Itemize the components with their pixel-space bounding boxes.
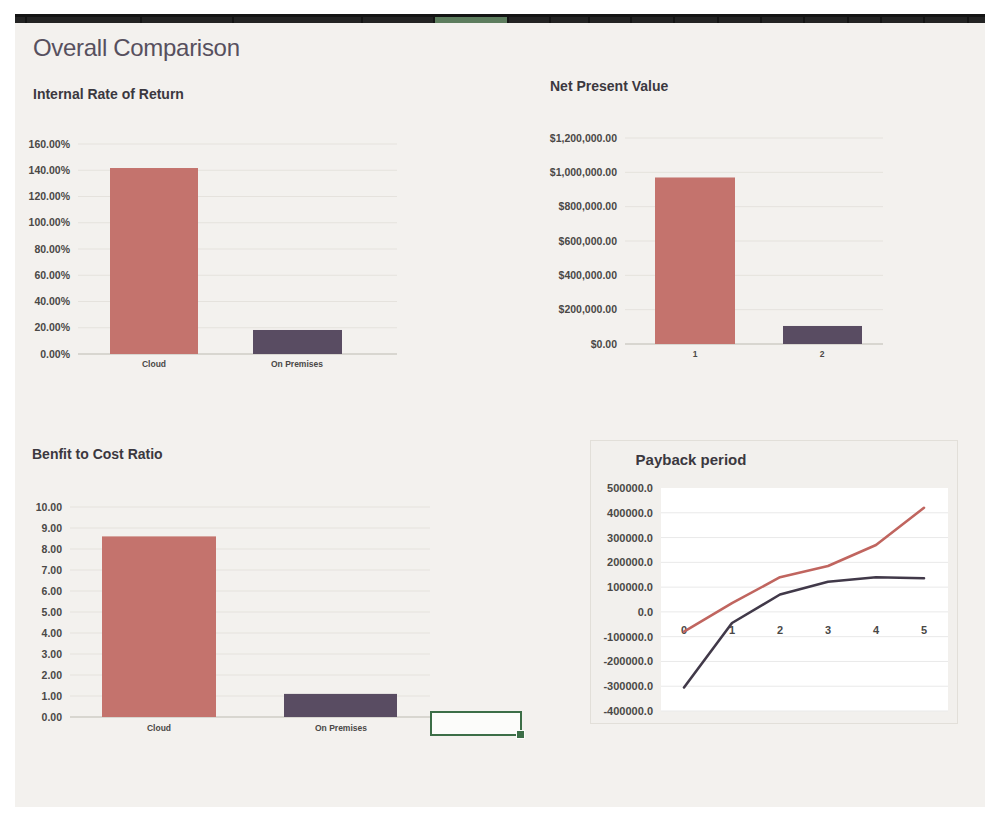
strip-cell-green[interactable] [435, 17, 507, 23]
y-axis-tick: 3.00 [42, 648, 63, 660]
y-axis-tick: $800,000.00 [559, 200, 618, 212]
y-axis-tick: -200000.0 [603, 655, 653, 667]
bcr-chart[interactable]: 10.00 9.00 8.00 7.00 6.00 5.00 4.00 3.00 2.00 1.0… [15, 465, 460, 735]
fill-handle[interactable] [516, 730, 525, 739]
strip-cell[interactable] [882, 17, 923, 23]
y-axis-tick: 8.00 [42, 543, 63, 555]
npv-chart-title: Net Present Value [550, 78, 668, 94]
strip-cell[interactable] [590, 17, 630, 23]
bar-on-premises[interactable] [284, 694, 397, 717]
strip-cell[interactable] [142, 17, 232, 23]
payback-chart-panel[interactable]: 500000.0 400000.0 300000.0 200000.0 100000.0… [590, 440, 958, 724]
y-axis-tick: 40.00% [34, 295, 70, 307]
bcr-chart-title: Benfit to Cost Ratio [32, 446, 163, 462]
y-axis-tick: $1,000,000.00 [550, 166, 617, 178]
y-axis-tick: 4.00 [42, 627, 63, 639]
bar-cloud[interactable] [110, 168, 198, 354]
strip-cell[interactable] [719, 17, 760, 23]
y-axis-tick: -300000.0 [603, 680, 653, 692]
top-row-strip [15, 14, 985, 23]
y-axis-tick: 400000.0 [607, 507, 653, 519]
strip-cell[interactable] [27, 17, 140, 23]
y-axis-tick: $200,000.00 [559, 303, 618, 315]
y-axis-tick: 0.00 [42, 711, 63, 723]
x-axis-tick: 5 [921, 624, 927, 636]
strip-cell[interactable] [632, 17, 673, 23]
category-label: Cloud [147, 723, 171, 733]
strip-cell[interactable] [551, 17, 588, 23]
strip-cell[interactable] [805, 17, 847, 23]
payback-chart[interactable]: 500000.0 400000.0 300000.0 200000.0 100000.0… [591, 441, 959, 725]
category-label: Cloud [142, 359, 166, 369]
strip-cell[interactable] [849, 17, 880, 23]
y-axis-tick: 0.00% [40, 348, 70, 360]
bar-cloud[interactable] [102, 536, 216, 717]
y-axis-tick: 80.00% [34, 243, 70, 255]
y-axis-tick: 6.00 [42, 585, 63, 597]
bar-2[interactable] [783, 326, 862, 344]
payback-chart-title: Payback period [631, 451, 751, 468]
y-axis-tick: 60.00% [34, 269, 70, 281]
bar-on-premises[interactable] [253, 330, 342, 354]
strip-cell[interactable] [15, 17, 25, 23]
y-axis-tick: -100000.0 [603, 631, 653, 643]
category-label: 1 [693, 349, 698, 359]
x-axis-tick: 4 [873, 624, 880, 636]
y-axis-tick: 1.00 [42, 690, 63, 702]
category-label: On Premises [271, 359, 323, 369]
worksheet-area: Overall Comparison Internal Rate of Retu… [15, 14, 985, 807]
y-axis-tick: 200000.0 [607, 556, 653, 568]
y-axis-tick: -400000.0 [603, 705, 653, 717]
y-axis-tick: 0.0 [638, 606, 653, 618]
y-axis-tick: $1,200,000.00 [550, 132, 617, 144]
y-axis-tick: $0.00 [591, 338, 617, 350]
strip-cell[interactable] [234, 17, 361, 23]
strip-cell[interactable] [363, 17, 433, 23]
y-axis-tick: 160.00% [29, 138, 71, 150]
x-axis-tick: 3 [825, 624, 831, 636]
y-axis-tick: 140.00% [29, 164, 71, 176]
y-axis-tick: 2.00 [42, 669, 63, 681]
y-axis-tick: 7.00 [42, 564, 63, 576]
y-axis-tick: 120.00% [29, 190, 71, 202]
x-axis-tick: 2 [777, 624, 783, 636]
category-label: On Premises [315, 723, 367, 733]
strip-cell[interactable] [509, 17, 549, 23]
page-title: Overall Comparison [33, 34, 240, 62]
y-axis-tick: 9.00 [42, 522, 63, 534]
strip-cell[interactable] [762, 17, 803, 23]
y-axis-tick: 5.00 [42, 606, 63, 618]
y-axis-tick: 100.00% [29, 216, 71, 228]
y-axis-tick: 100000.0 [607, 581, 653, 593]
irr-chart-title: Internal Rate of Return [33, 86, 184, 102]
selected-cell[interactable] [430, 711, 522, 736]
bar-1[interactable] [655, 177, 735, 344]
excel-dashboard: Overall Comparison Internal Rate of Retu… [0, 0, 998, 824]
y-axis-tick: 10.00 [36, 501, 62, 513]
y-axis-tick: 500000.0 [607, 482, 653, 494]
category-label: 2 [820, 349, 825, 359]
strip-cell[interactable] [969, 17, 985, 23]
strip-cell[interactable] [675, 17, 717, 23]
npv-chart[interactable]: $1,200,000.00 $1,000,000.00 $800,000.00 $60… [540, 95, 990, 360]
y-axis-tick: 20.00% [34, 321, 70, 333]
strip-cell[interactable] [925, 17, 967, 23]
y-axis-tick: $400,000.00 [559, 269, 618, 281]
y-axis-tick: 300000.0 [607, 532, 653, 544]
irr-chart[interactable]: 160.00% 140.00% 120.00% 100.00% 80.00% 60.00%… [15, 105, 445, 370]
y-axis-tick: $600,000.00 [559, 235, 618, 247]
